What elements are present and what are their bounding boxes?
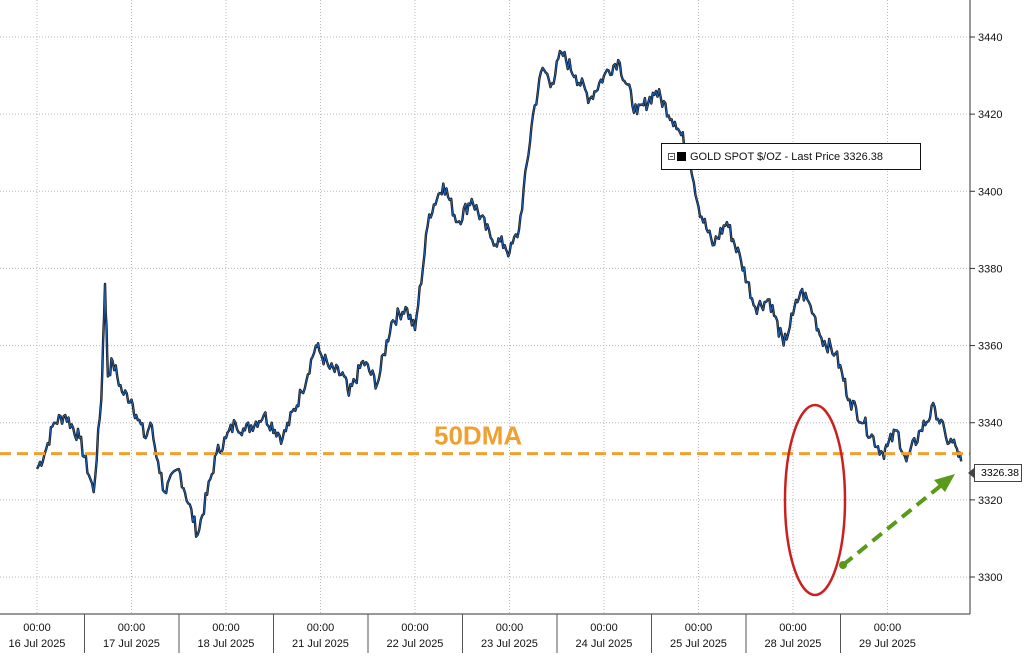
trend-arrow-line (841, 481, 946, 567)
x-tick-time-label: 00:00 (496, 622, 524, 634)
x-tick-time-label: 00:00 (874, 622, 902, 634)
y-tick-label: 3300 (978, 572, 1002, 584)
y-tick-label: 3380 (978, 263, 1002, 275)
trend-arrow-start (839, 561, 847, 569)
trend-arrow-head (934, 474, 955, 492)
last-price-tag: 3326.38 (968, 464, 1022, 482)
x-tick-time-label: 00:00 (212, 622, 240, 634)
x-tick-date-label: 29 Jul 2025 (859, 638, 916, 650)
x-tick-date-label: 25 Jul 2025 (670, 638, 727, 650)
y-tick-label: 3360 (978, 341, 1002, 353)
x-tick-time-label: 00:00 (401, 622, 429, 634)
x-tick-date-label: 22 Jul 2025 (387, 638, 444, 650)
axis-layer: 3300 3320 3340 3360 3380 3400 3420 3440 00:00 16 … (0, 0, 1002, 653)
x-tick-date-label: 21 Jul 2025 (292, 638, 349, 650)
highlight-ellipse (783, 403, 847, 597)
legend: GOLD SPOT $/OZ - Last Price 3326.38 (661, 143, 921, 170)
x-tick-date-label: 28 Jul 2025 (765, 638, 822, 650)
dma-label: 50DMA (434, 421, 522, 451)
y-tick-label: 3420 (978, 109, 1002, 121)
x-tick-time-label: 00:00 (118, 622, 146, 634)
legend-swatch (677, 152, 686, 161)
x-tick-time-label: 00:00 (590, 622, 618, 634)
x-tick-date-label: 16 Jul 2025 (9, 638, 66, 650)
y-tick-label: 3400 (978, 186, 1002, 198)
price-line-shadow (35, 49, 963, 538)
x-tick-time-label: 00:00 (685, 622, 713, 634)
x-tick-time-label: 00:00 (23, 622, 51, 634)
grid-layer (0, 0, 970, 614)
last-price-value: 3326.38 (981, 467, 1019, 479)
x-tick-date-label: 23 Jul 2025 (481, 638, 538, 650)
y-tick-label: 3340 (978, 418, 1002, 430)
legend-toggle-icon[interactable] (668, 153, 675, 160)
annotation-layer: 50DMA (0, 403, 970, 597)
x-tick-date-label: 18 Jul 2025 (198, 638, 255, 650)
x-tick-time-label: 00:00 (779, 622, 807, 634)
price-line (36, 50, 962, 538)
x-tick-time-label: 00:00 (307, 622, 335, 634)
y-tick-label: 3320 (978, 495, 1002, 507)
legend-label: GOLD SPOT $/OZ - Last Price 3326.38 (690, 150, 883, 163)
x-tick-date-label: 17 Jul 2025 (103, 638, 160, 650)
y-tick-label: 3440 (978, 32, 1002, 44)
series-layer (35, 49, 963, 538)
x-tick-date-label: 24 Jul 2025 (576, 638, 633, 650)
